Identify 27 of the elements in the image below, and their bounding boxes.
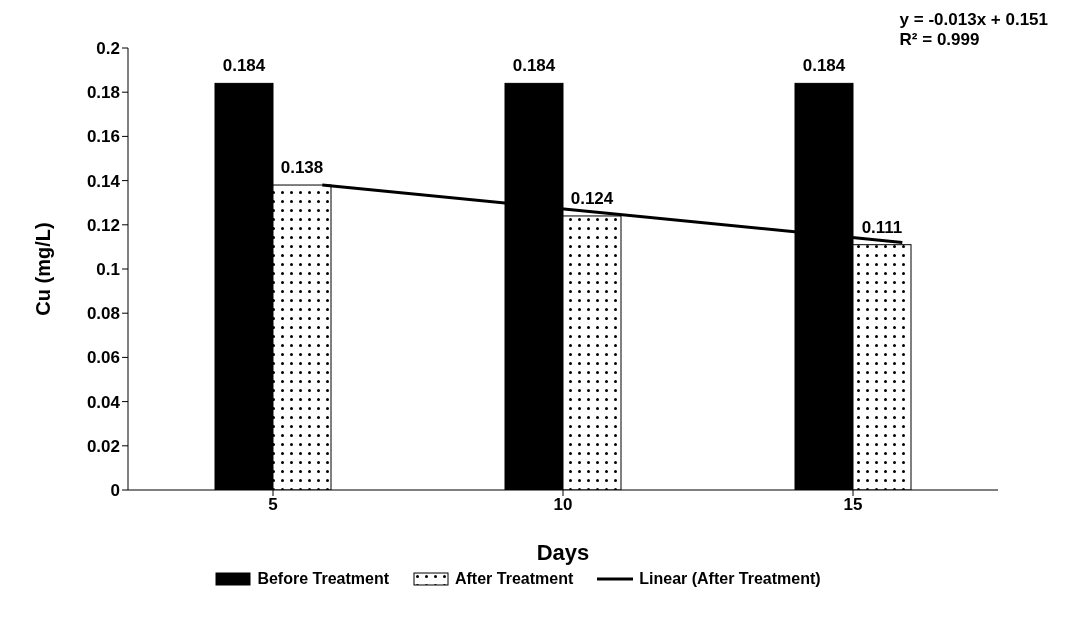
y-tick-label: 0.14	[86, 171, 121, 191]
y-tick-label: 0.18	[86, 83, 120, 103]
data-label: 0.124	[570, 188, 614, 208]
y-tick-label: 0.16	[86, 127, 120, 147]
data-label: 0.184	[222, 56, 266, 76]
y-tick-label: 0	[110, 481, 120, 501]
x-tick-label: 15	[843, 495, 863, 515]
y-tick-label: 0.1	[96, 260, 120, 280]
text: y = -0.013x + 0.151	[899, 10, 1048, 30]
legend-label: Linear (After Treatment)	[639, 570, 821, 588]
data-label: 0.138	[280, 158, 324, 178]
x-axis-title: Days	[536, 540, 590, 565]
legend-label: After Treatment	[454, 570, 574, 588]
y-tick-label: 0.02	[86, 436, 120, 456]
y-tick-label: 0.08	[86, 304, 120, 324]
data-label: 0.184	[512, 56, 556, 76]
legend-label: Before Treatment	[257, 570, 389, 588]
data-label: 0.111	[861, 217, 903, 237]
y-tick-label: 0.06	[86, 348, 120, 368]
data-label: 0.184	[802, 56, 846, 76]
x-tick-label: 10	[553, 495, 573, 515]
annotation: R² = 0.999	[899, 30, 981, 50]
x-tick-label: 5	[268, 495, 278, 515]
y-tick-label: 0.2	[96, 39, 120, 59]
y-tick-label: 0.04	[86, 392, 121, 412]
y-axis-title: Cu (mg/L)	[32, 222, 55, 316]
y-tick-label: 0.12	[86, 215, 120, 235]
